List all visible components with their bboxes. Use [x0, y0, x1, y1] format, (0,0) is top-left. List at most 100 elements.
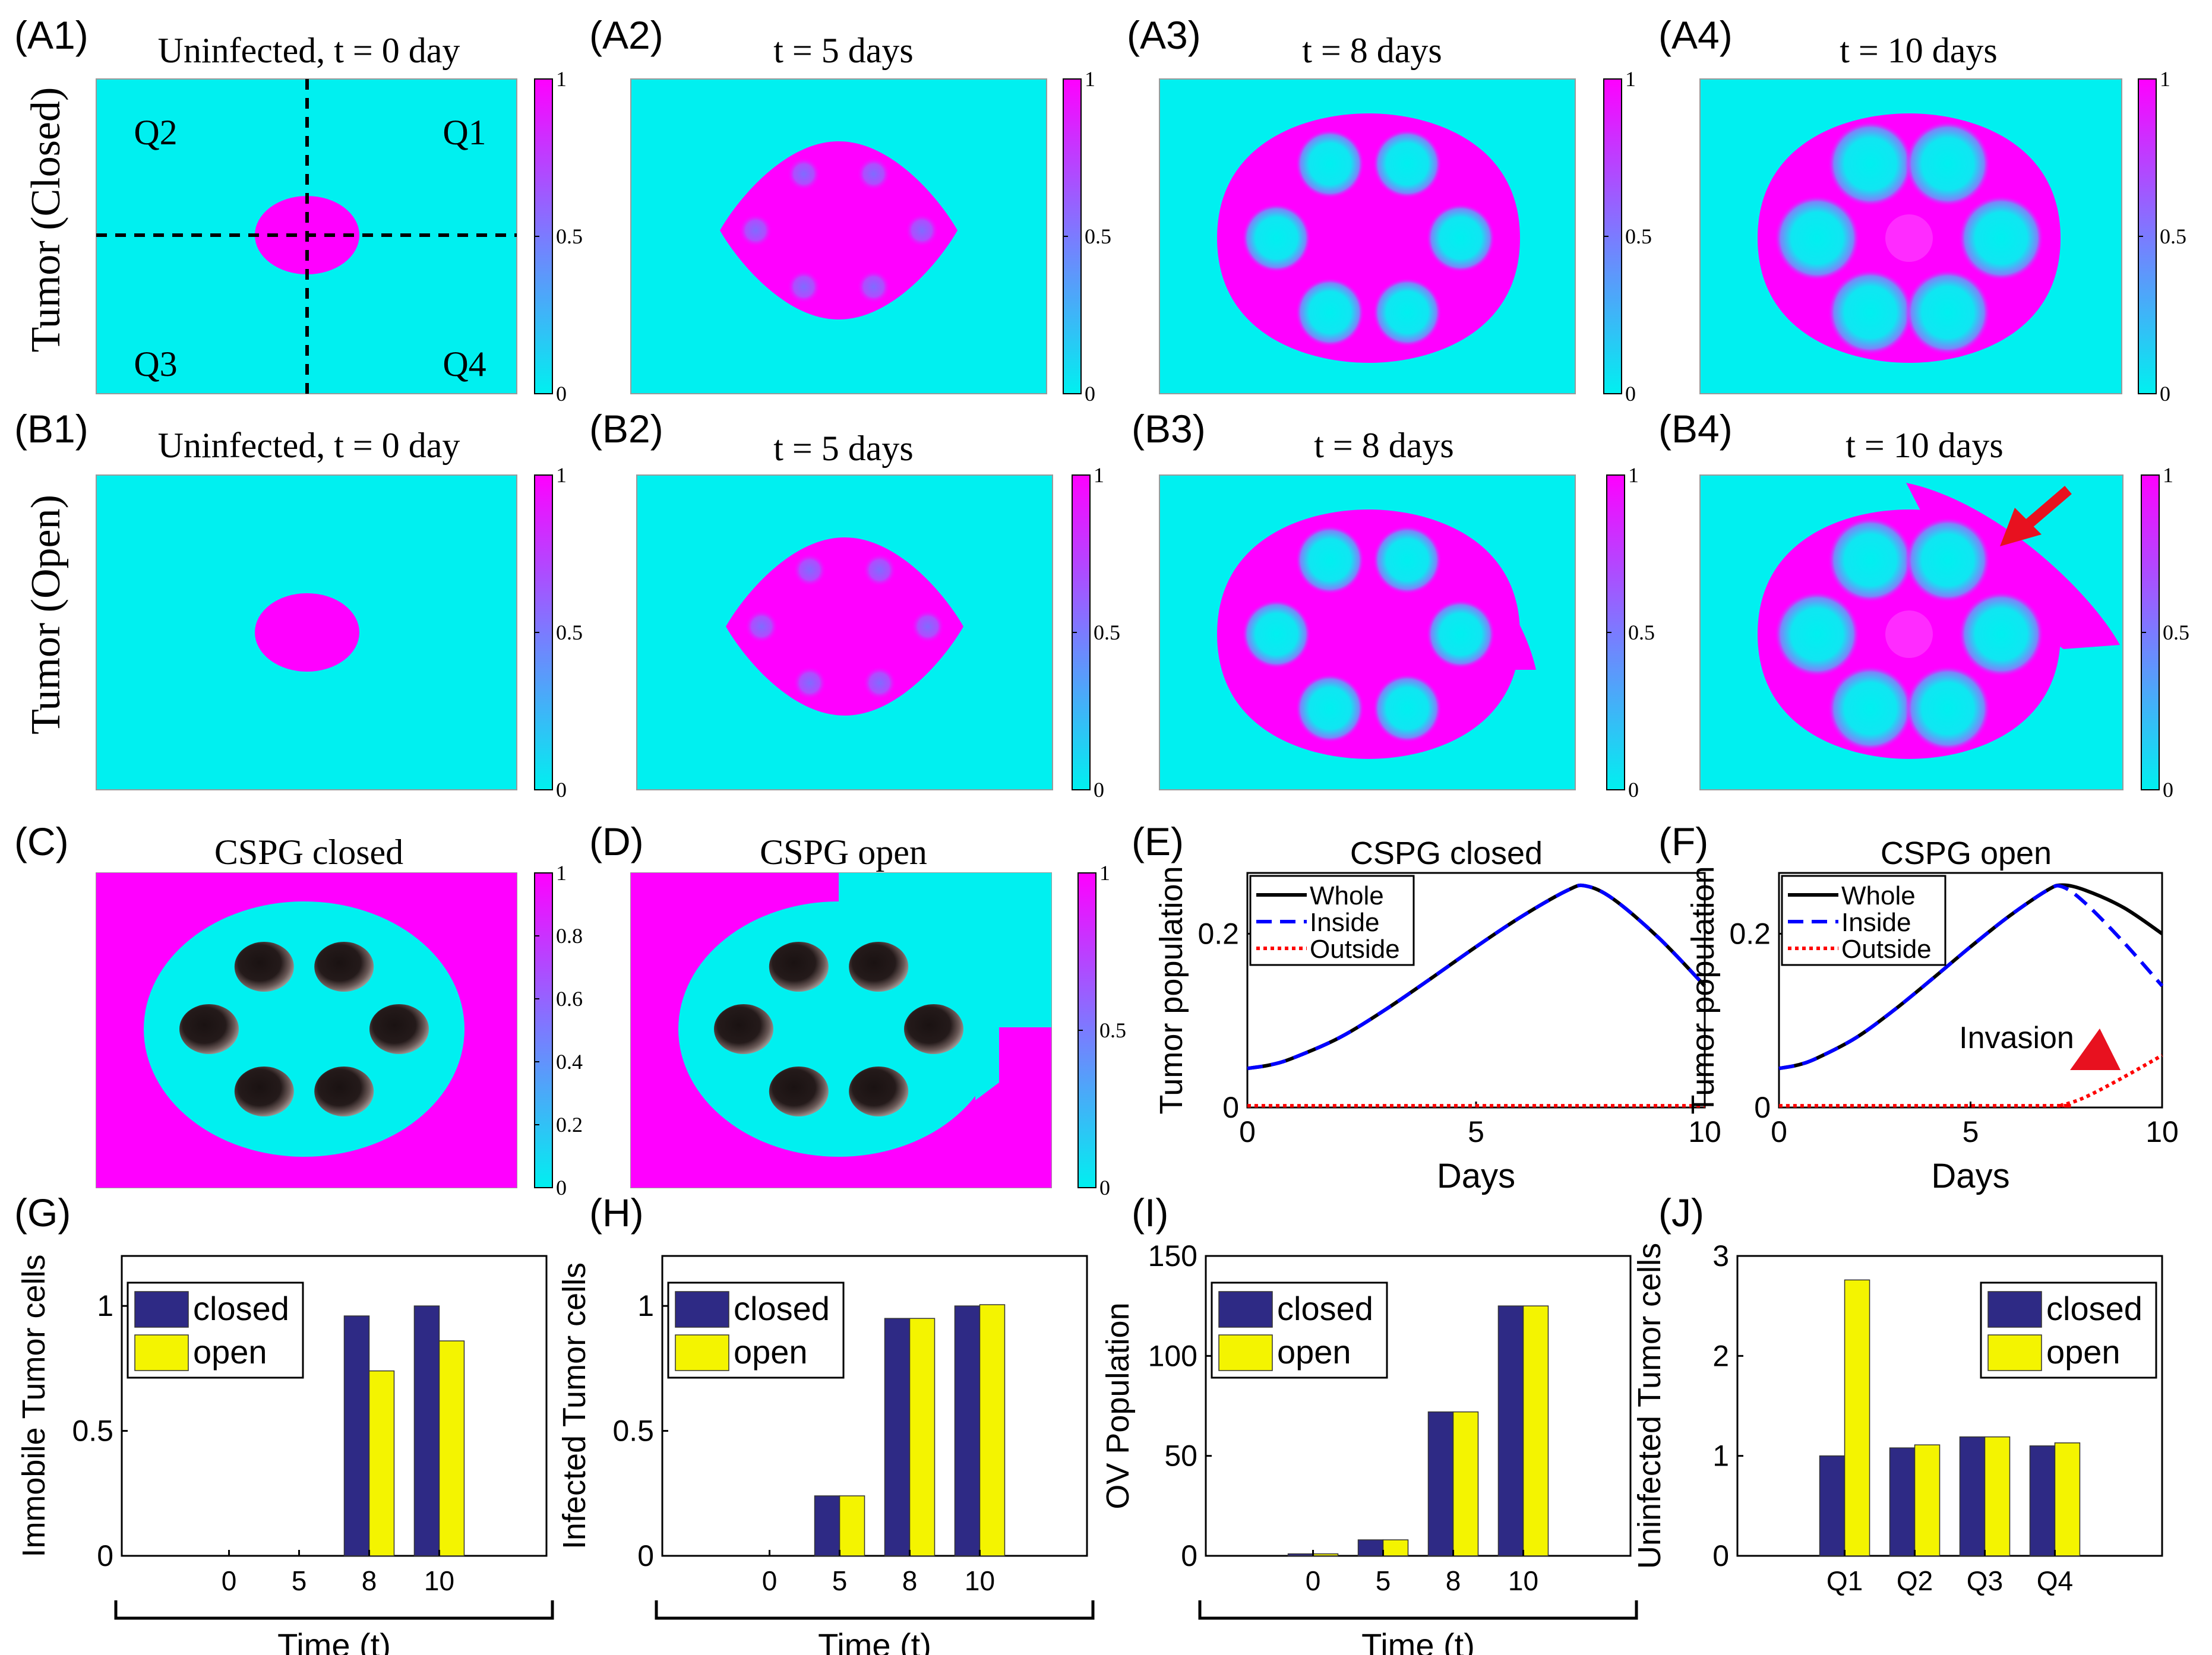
legend-entry: Whole: [1841, 881, 1916, 910]
panel-tag: (A1): [14, 13, 89, 57]
infected-region: [1295, 129, 1364, 198]
colorbar-tick-label: 1: [1094, 463, 1104, 487]
colorbar-B4: 10.50: [2141, 463, 2189, 802]
tumor-mass: [720, 141, 958, 319]
invasion-arrowhead-icon: [2000, 508, 2042, 546]
resection-cavity: [769, 942, 829, 992]
x-axis-label: Time (t): [818, 1626, 931, 1655]
colorbar-tick-label: 1: [556, 463, 567, 487]
annotation-label: Invasion: [1959, 1021, 2074, 1055]
infected-region: [1426, 204, 1495, 273]
x-tick-label: 5: [1963, 1115, 1979, 1148]
legend-entry: Outside: [1310, 935, 1400, 964]
series-line-outside: [1778, 1053, 2163, 1108]
legend: closed open: [127, 1281, 304, 1379]
bar-closed-8: [343, 1315, 370, 1556]
x-tick-label: 8: [1446, 1565, 1461, 1596]
infected-region: [1373, 129, 1442, 198]
legend-entry: closed: [734, 1290, 830, 1327]
infected-region: [1905, 121, 1991, 207]
colorbar-tick-label: 0: [2163, 778, 2173, 802]
panel-tag: (B3): [1132, 407, 1206, 451]
bar-open-q4: [2054, 1442, 2081, 1556]
y-tick-label: 0: [1754, 1091, 1771, 1124]
bar-open-8: [1452, 1411, 1479, 1556]
colorbar-scale: [534, 872, 553, 1188]
legend-entry: open: [2046, 1333, 2121, 1371]
bar-open-8: [368, 1370, 395, 1556]
x-tick-label: 8: [902, 1565, 918, 1596]
panel-title: Uninfected, t = 0 day: [158, 426, 460, 465]
x-tick-label: 8: [362, 1565, 377, 1596]
quadrant-label-q4: Q4: [443, 344, 486, 384]
colorbar-C: 1 0.8 0.6 0.4 0.2 0: [534, 861, 583, 1200]
infected-region: [1242, 204, 1311, 273]
x-tick-label: Q4: [2037, 1565, 2073, 1596]
colorbar-tick-label: 0.5: [556, 224, 583, 248]
infected-region: [1295, 674, 1364, 743]
x-axis-label: Days: [1931, 1157, 2009, 1195]
infected-region: [1827, 270, 1913, 355]
y-tick-label: 0: [637, 1539, 654, 1572]
panel-title: t = 5 days: [773, 31, 914, 70]
infected-region: [1958, 591, 2044, 677]
tumor-center: [1885, 214, 1933, 262]
colorbar-B3: 10.50: [1606, 463, 1655, 802]
x-tick-label: 5: [832, 1565, 848, 1596]
bar-open-q2: [1914, 1444, 1941, 1556]
colorbar-tick-label: 0: [556, 382, 567, 406]
infected-region: [1827, 666, 1913, 751]
invasion-arrow-icon: [2023, 486, 2072, 530]
legend-entry: Whole: [1310, 881, 1384, 910]
resection-cavity: [234, 1067, 294, 1116]
panel-title: CSPG open: [760, 833, 927, 872]
panel-tag: (J): [1658, 1191, 1704, 1235]
legend-swatch: [675, 1334, 729, 1371]
colorbar-tick-label: 0: [2160, 382, 2170, 406]
infected-region: [1905, 270, 1991, 355]
y-tick-label: 0: [1712, 1539, 1729, 1572]
line-chart-F: (F) CSPG open 0 5 10 0 0.2 Days Tumor population…: [1658, 819, 2179, 1195]
colorbar-A4: 10.50: [2138, 67, 2186, 406]
open-channel: [839, 873, 1051, 1100]
y-tick-label: 0.5: [612, 1414, 654, 1448]
infection-spot: [787, 270, 821, 303]
panel-title: t = 10 days: [1840, 31, 1998, 70]
x-tick-label: Q3: [1967, 1565, 2003, 1596]
heatmap-panel-B3: (B3) t = 8 days: [1132, 407, 1576, 790]
time-axis-bracket: [655, 1600, 1095, 1620]
y-tick-label: 1: [1712, 1439, 1729, 1473]
infected-region: [1373, 674, 1442, 743]
panel-tag: (D): [589, 819, 644, 863]
x-axis-label: Days: [1437, 1157, 1515, 1195]
y-tick-label: 0.2: [1729, 917, 1771, 950]
colorbar-tick-label: 1: [2163, 463, 2173, 487]
colorbar-B1: 10.50: [534, 463, 583, 802]
time-axis-bracket: [1198, 1600, 1638, 1620]
legend-swatch: [1218, 1334, 1273, 1371]
legend-box: [1249, 875, 1415, 966]
infection-spot: [793, 666, 827, 700]
x-tick-label: 0: [1239, 1115, 1256, 1148]
infection-spot: [905, 214, 938, 247]
legend-swatch: [1987, 1334, 2042, 1371]
heatmap-panel-A4: (A4) t = 10 days: [1658, 13, 2122, 394]
panel-tag: (E): [1132, 819, 1184, 863]
infected-region: [1373, 526, 1442, 594]
colorbar-tick-label: 0.2: [556, 1113, 583, 1137]
legend-entry: closed: [193, 1290, 289, 1327]
panel-tag: (I): [1132, 1191, 1168, 1235]
panel-tag: (B4): [1658, 407, 1733, 451]
y-tick-label: 0.2: [1197, 917, 1239, 950]
heatmap-panel-D: (D) CSPG open: [589, 819, 1052, 1188]
colorbar-tick-label: 0.5: [1628, 621, 1655, 644]
heatmap-panel-A2: (A2) t = 5 days: [589, 13, 1047, 394]
panel-tag: (A4): [1658, 13, 1733, 57]
resection-cavity: [314, 1067, 374, 1116]
panel-title: t = 8 days: [1302, 31, 1442, 70]
infected-region: [1242, 600, 1311, 669]
heatmap-panel-A1: (A1) Uninfected, t = 0 day Q2 Q1 Q3 Q4: [14, 13, 517, 394]
